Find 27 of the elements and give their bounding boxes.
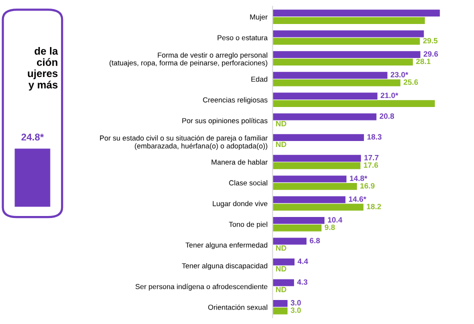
bar (272, 17, 425, 24)
bar (272, 38, 420, 45)
bar (272, 10, 440, 17)
bar (272, 30, 424, 38)
bar (272, 300, 288, 307)
bar (272, 204, 364, 211)
bar (272, 72, 388, 79)
bar (272, 238, 307, 245)
bar (272, 162, 360, 170)
bar (272, 176, 346, 182)
bar (272, 279, 294, 286)
bar (272, 113, 376, 120)
bar (272, 196, 346, 204)
bar (272, 79, 400, 86)
bar (272, 154, 361, 162)
bar (272, 217, 324, 224)
bar (272, 100, 435, 107)
bar (272, 307, 288, 314)
bar (272, 58, 413, 66)
text: 24.8* (21, 134, 44, 141)
bar (272, 258, 295, 266)
bar (272, 92, 378, 100)
bar (272, 224, 322, 232)
bar (272, 51, 420, 58)
text: de la ción ujeres y más (28, 47, 58, 91)
bar (272, 134, 364, 141)
bar (272, 183, 357, 190)
